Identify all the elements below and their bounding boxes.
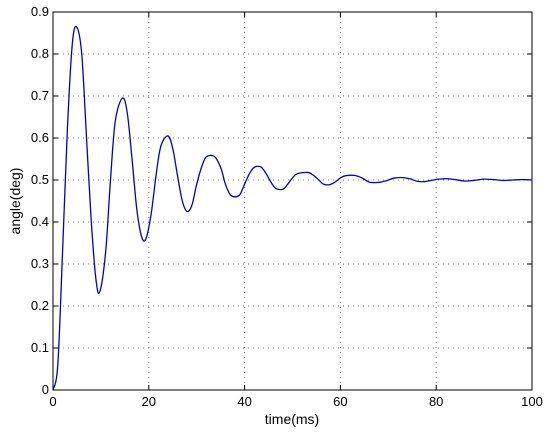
x-axis-label: time(ms): [265, 411, 319, 427]
series-line-angle: [52, 25, 533, 391]
x-tick-labels: 0 20 40 60 80 100: [49, 394, 542, 409]
y-tick-label: 0.9: [31, 4, 49, 19]
y-tick-label: 0.5: [31, 172, 49, 187]
y-tick-label: 0.1: [31, 340, 49, 355]
x-tick-label: 40: [237, 394, 251, 409]
axis-ticks: [52, 11, 533, 391]
y-tick-label: 0.7: [31, 88, 49, 103]
grid: [53, 12, 532, 390]
x-tick-label: 60: [333, 394, 347, 409]
y-tick-label: 0.3: [31, 256, 49, 271]
x-tick-label: 100: [521, 394, 543, 409]
x-tick-label: 80: [429, 394, 443, 409]
plot-frame: [52, 11, 533, 391]
y-tick-label: 0.6: [31, 130, 49, 145]
y-axis-label: angle(deg): [7, 168, 23, 235]
y-tick-label: 0.2: [31, 298, 49, 313]
y-tick-label: 0.4: [31, 214, 49, 229]
x-tick-label: 20: [142, 394, 156, 409]
x-tick-label: 0: [49, 394, 56, 409]
y-tick-label: 0.8: [31, 46, 49, 61]
y-tick-labels: 0 0.1 0.2 0.3 0.4 0.5 0.6 0.7 0.8 0.9: [31, 4, 49, 397]
y-tick-label: 0: [42, 382, 49, 397]
